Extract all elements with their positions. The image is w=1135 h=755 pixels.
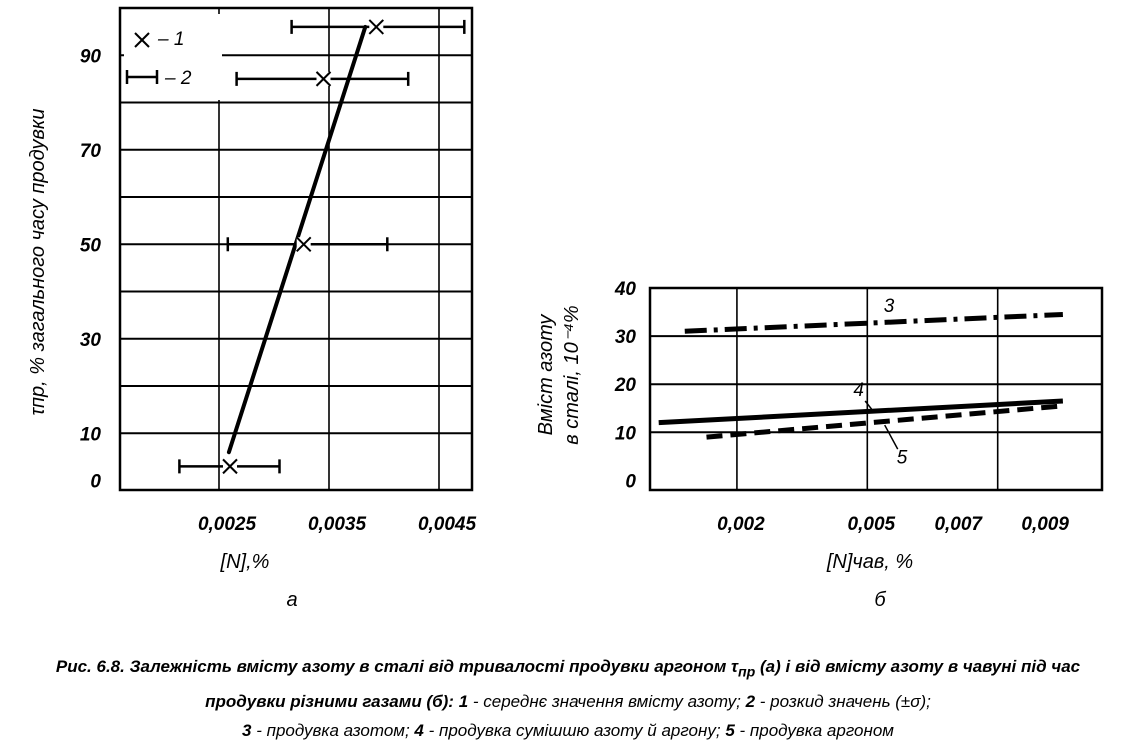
x-ticks-a: 0,0025 0,0035 0,0045	[198, 514, 477, 535]
x-tick-label-b: 0,009	[1021, 514, 1069, 535]
caption-tau-sub: пр	[737, 664, 756, 681]
series-line-4	[658, 398, 1064, 426]
leader-line-4	[864, 400, 873, 410]
data-point-a	[315, 71, 332, 87]
x-tick-label-b: 0,005	[848, 514, 896, 535]
plot-frame-a	[118, 6, 474, 492]
caption-item-5-text: - продувка аргоном	[734, 721, 894, 741]
series-line-3	[684, 311, 1063, 334]
caption-tau: τ	[731, 657, 738, 676]
y-tick-label-b: 0	[625, 471, 636, 492]
y-tick-label-b: 40	[614, 279, 637, 300]
caption-item-2-text: - розкид значень (±σ);	[755, 692, 931, 712]
y-axis-label-a: τпр, % загального часу продувки	[27, 109, 49, 416]
y-axis-label-b-line2: в сталі, 10⁻⁴%	[561, 305, 583, 444]
figure-caption: Рис. 6.8. Залежність вмісту азоту в стал…	[18, 652, 1118, 745]
data-points-a	[222, 19, 385, 475]
y-tick-label-b: 10	[615, 423, 637, 444]
curve-labels-b: 3 4 5	[853, 296, 907, 469]
x-tick-label-b: 0,002	[717, 514, 765, 535]
x-tick-label-b: 0,007	[934, 514, 983, 535]
y-tick-label-a: 0	[90, 472, 101, 493]
chart-panel-b: 0 10 20 30 40 0,002 0,005 0,007 0,009 3 4 5 Вміст…	[535, 279, 1104, 611]
y-tick-label-a: 10	[80, 424, 102, 445]
data-point-stroke-a	[315, 71, 332, 87]
y-ticks-a: 0 10 30 50 70 90	[80, 46, 102, 492]
y-tick-label-a: 50	[80, 235, 102, 256]
leader-line-5	[884, 424, 899, 450]
legend-marker-cross	[134, 32, 150, 48]
curve-label-5: 5	[897, 448, 908, 469]
error-bars-a	[178, 19, 466, 474]
curve-label-4: 4	[853, 380, 864, 401]
legend-bg	[124, 14, 222, 100]
legend-marker-range	[125, 70, 159, 84]
caption-item-3-num: 3	[242, 721, 252, 741]
caption-fig-label: Рис. 6.8.	[55, 657, 125, 676]
data-point-a	[368, 19, 385, 35]
series-line-5	[706, 403, 1064, 440]
x-axis-label-a: [N],%	[220, 551, 270, 573]
caption-item-4-num: 4	[414, 721, 424, 741]
caption-item-1-text: - середнє значення вмісту азоту;	[468, 692, 746, 712]
y-tick-label-a: 90	[80, 46, 102, 67]
caption-item-1-num: 1	[458, 692, 469, 712]
panel-label-b: б	[874, 589, 886, 611]
plot-frame-b	[648, 286, 1104, 492]
x-tick-label-a: 0,0035	[308, 514, 367, 535]
y-axis-label-b-line1: Вміст азоту	[535, 314, 557, 436]
caption-title-part2: (а) і від вмісту азоту в чавуні під час …	[205, 657, 1081, 712]
curve-label-3: 3	[884, 296, 895, 317]
y-tick-label-b: 30	[615, 327, 637, 348]
data-point-a	[295, 236, 312, 252]
caption-title-part1: Залежність вмісту азоту в сталі від трив…	[129, 657, 727, 676]
y-tick-label-b: 20	[614, 375, 637, 396]
legend-label-1: – 1	[157, 29, 184, 50]
data-point-stroke-a	[295, 236, 312, 252]
y-tick-label-a: 70	[80, 141, 102, 162]
x-axis-label-b: [N]чав, %	[826, 551, 913, 573]
caption-item-2-num: 2	[745, 692, 756, 712]
chart-panel-a: 0 10 30 50 70 90 0,0025 0,0035 0,0045 – 1 – 2 […	[27, 6, 477, 611]
y-tick-label-a: 30	[80, 330, 102, 351]
grid-b	[650, 288, 1102, 490]
y-ticks-b: 0 10 20 30 40	[614, 279, 637, 492]
caption-item-3-text: - продувка азотом;	[251, 721, 415, 741]
caption-item-4-text: - продувка сумішшю азоту й аргону;	[423, 721, 726, 741]
data-point-stroke-a	[368, 19, 385, 35]
series-lines-b	[658, 311, 1064, 440]
legend-a: – 1 – 2	[124, 14, 222, 100]
x-tick-label-a: 0,0045	[418, 514, 477, 535]
x-ticks-b: 0,002 0,005 0,007 0,009	[717, 514, 1069, 535]
data-point-stroke-a	[222, 458, 238, 475]
x-tick-label-a: 0,0025	[198, 514, 257, 535]
caption-item-5-num: 5	[725, 721, 735, 741]
data-point-a	[222, 458, 238, 475]
panel-label-a: а	[286, 589, 297, 611]
legend-label-2: – 2	[164, 68, 192, 89]
